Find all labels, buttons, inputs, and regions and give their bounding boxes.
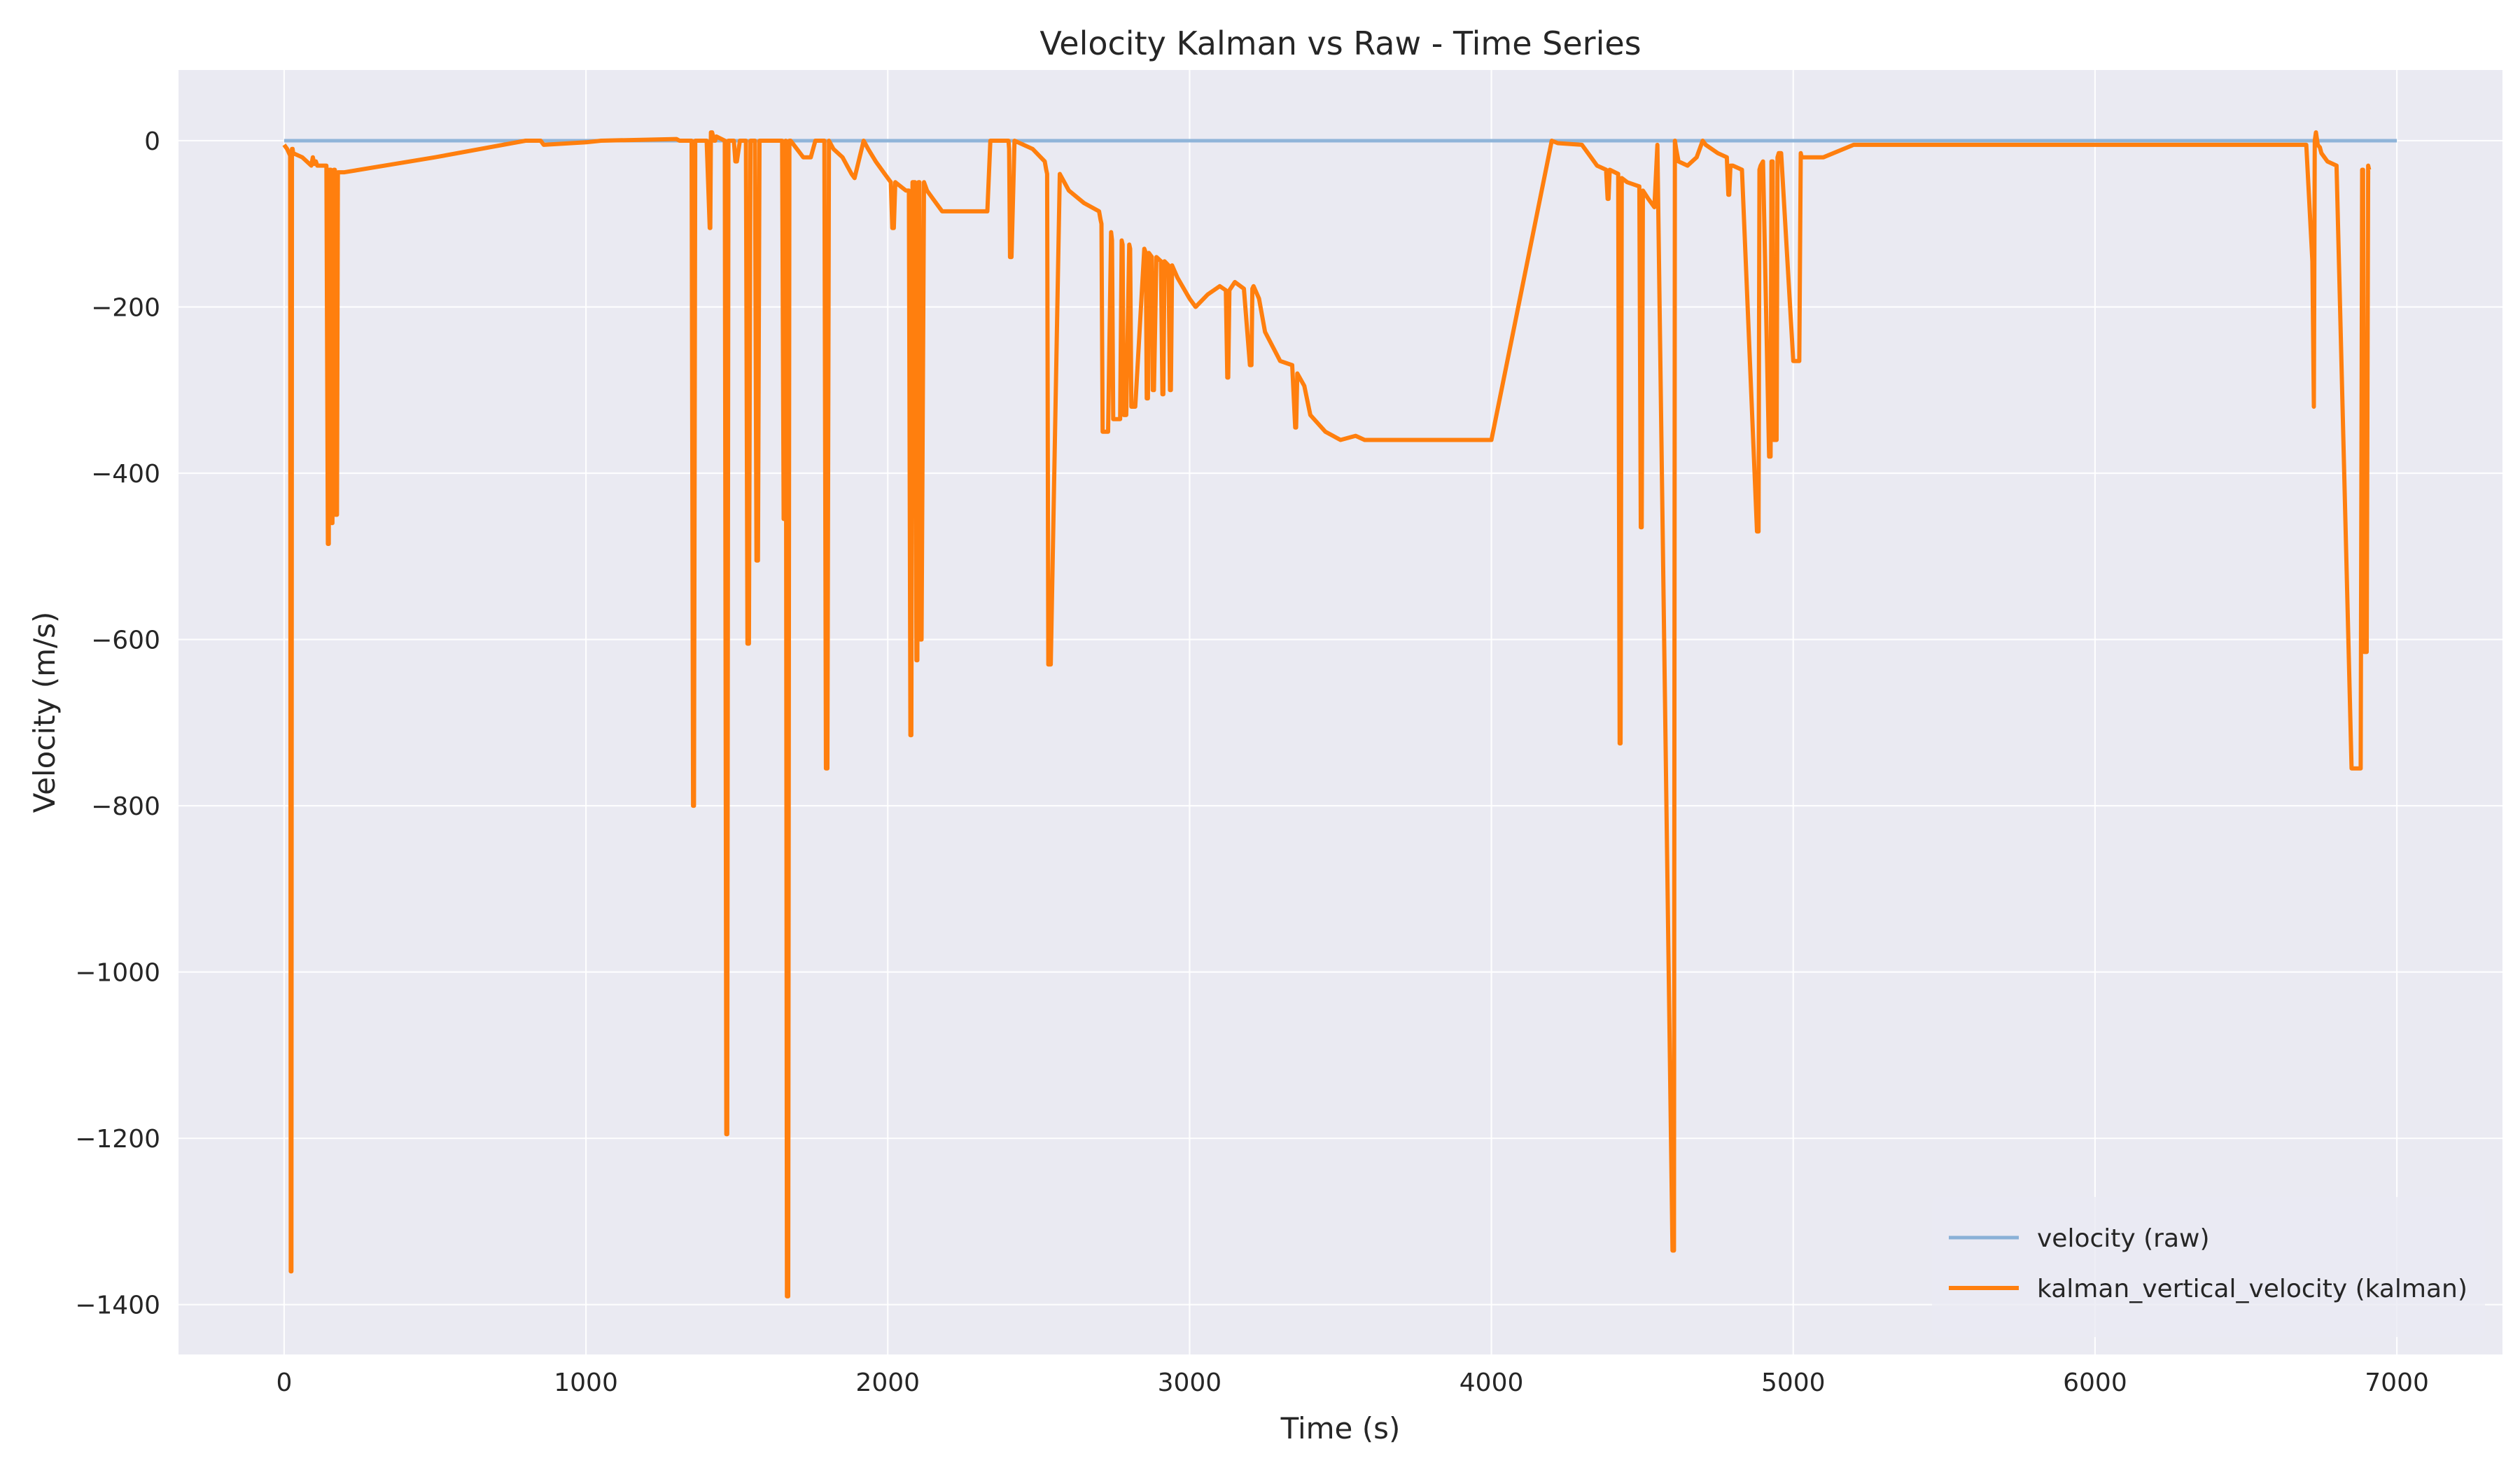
y-tick-label: −1400 xyxy=(75,1292,160,1320)
x-tick-label: 0 xyxy=(276,1368,292,1397)
y-tick-label: 0 xyxy=(144,127,160,156)
y-tick-label: −1000 xyxy=(75,959,160,988)
x-tick-label: 4000 xyxy=(1460,1368,1524,1397)
y-tick-label: −800 xyxy=(91,792,160,821)
x-tick-label: 1000 xyxy=(554,1368,618,1397)
y-tick-label: −1200 xyxy=(75,1125,160,1154)
legend-box xyxy=(1932,1197,2485,1337)
x-tick-label: 3000 xyxy=(1158,1368,1222,1397)
x-tick-label: 6000 xyxy=(2063,1368,2127,1397)
legend-label-kalman: kalman_vertical_velocity (kalman) xyxy=(2037,1275,2468,1303)
legend: velocity (raw) kalman_vertical_velocity … xyxy=(1932,1197,2485,1337)
legend-label-raw: velocity (raw) xyxy=(2037,1224,2210,1253)
y-tick-label: −600 xyxy=(91,626,160,655)
gridlines xyxy=(178,70,2502,1354)
x-tick-label: 2000 xyxy=(855,1368,920,1397)
x-axis-title: Time (s) xyxy=(1280,1411,1401,1446)
series-group xyxy=(282,130,2398,1298)
y-axis-title: Velocity (m/s) xyxy=(27,612,62,813)
chart-title: Velocity Kalman vs Raw - Time Series xyxy=(1040,24,1641,62)
plot-area xyxy=(178,70,2502,1354)
y-tick-label: −400 xyxy=(91,460,160,489)
tick-labels: 0 1000 2000 3000 4000 5000 6000 7000 0 −200 −400 −6… xyxy=(75,127,2429,1397)
x-tick-label: 7000 xyxy=(2365,1368,2429,1397)
y-tick-label: −200 xyxy=(91,293,160,322)
x-tick-label: 5000 xyxy=(1761,1368,1826,1397)
series-line-kalman xyxy=(282,130,2372,1298)
